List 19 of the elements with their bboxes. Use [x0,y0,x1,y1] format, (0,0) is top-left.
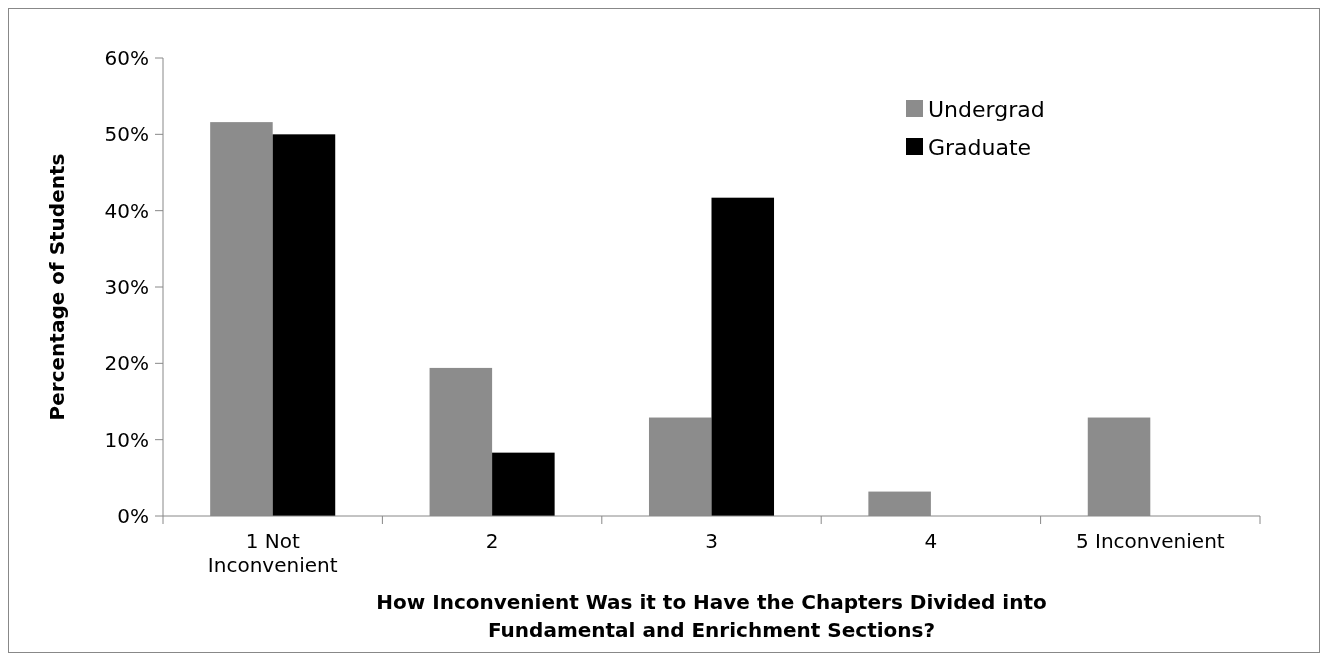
y-tick-label: 30% [104,275,149,299]
legend-label: Graduate [928,134,1032,160]
y-axis-title: Percentage of Students [45,153,69,421]
x-tick-label: 5 Inconvenient [1075,529,1225,553]
y-tick-label: 50% [104,122,149,147]
y-tick-label: 40% [104,198,149,223]
bar [272,134,336,516]
x-tick-label: 4 [924,529,938,553]
x-tick-label: 3 [705,529,718,553]
x-tick-label: 1 Not Inconvenient [207,529,338,577]
y-tick-label: 0% [117,504,149,528]
legend-label: Undergrad [928,96,1045,122]
y-tick-label: 60% [104,46,149,70]
x-tick-label: 2 [485,529,499,553]
y-tick-label: 20% [104,351,149,376]
x-axis-title: How Inconvenient Was it to Have the Chapters Divided into Fundamental and Enrichment Sections? [376,590,1047,642]
bar [711,197,775,516]
bar [492,452,555,516]
y-tick-label: 10% [104,427,149,452]
